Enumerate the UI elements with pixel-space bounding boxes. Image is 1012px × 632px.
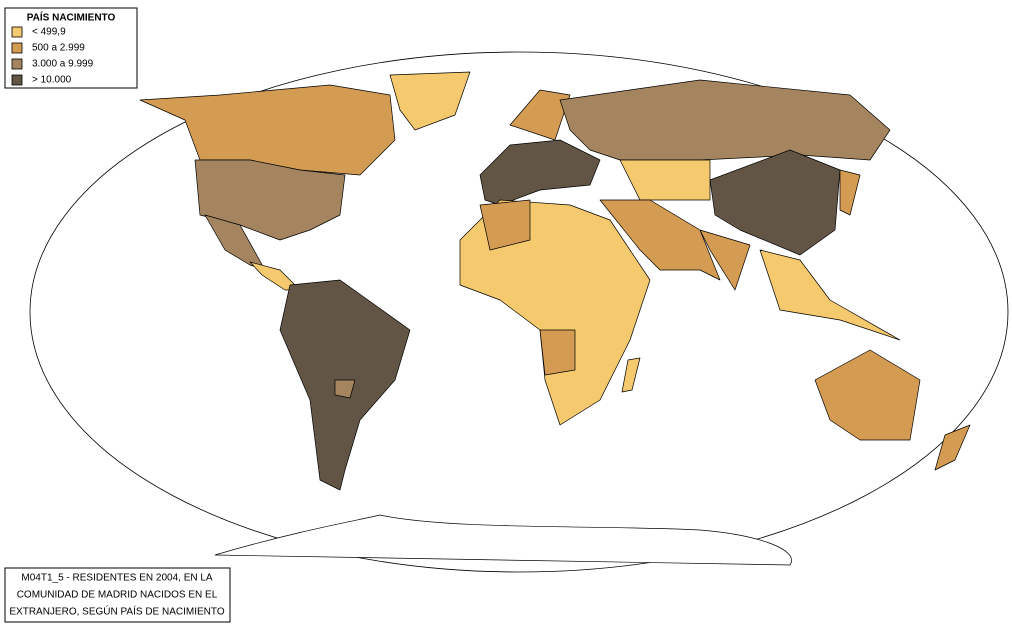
country bbox=[599, 199, 721, 281]
antarctica bbox=[214, 514, 792, 566]
legend-swatch bbox=[11, 74, 23, 86]
country bbox=[934, 424, 971, 471]
legend-label: > 10.000 bbox=[32, 75, 72, 86]
country bbox=[699, 229, 751, 291]
country bbox=[619, 159, 711, 201]
country bbox=[839, 169, 861, 216]
caption-line: M04T1_5 - RESIDENTES EN 2004, EN LA bbox=[21, 573, 213, 584]
country bbox=[709, 149, 841, 256]
legend-swatch bbox=[11, 26, 23, 38]
legend-label: 3.000 a 9.999 bbox=[32, 59, 94, 70]
legend-label: 500 a 2.999 bbox=[32, 43, 85, 54]
legend-swatch bbox=[11, 42, 23, 54]
country bbox=[621, 357, 641, 393]
legend-items: < 499,9 500 a 2.999 3.000 a 9.999 > 10.000 bbox=[11, 26, 94, 86]
caption: M04T1_5 - RESIDENTES EN 2004, EN LA COMUN… bbox=[9, 573, 224, 618]
country bbox=[334, 379, 356, 399]
legend-label: < 499,9 bbox=[32, 27, 66, 38]
country bbox=[479, 139, 601, 206]
country bbox=[389, 71, 471, 131]
countries bbox=[139, 71, 971, 566]
caption-box bbox=[4, 567, 231, 623]
globe-outline bbox=[29, 51, 1009, 573]
country bbox=[139, 84, 396, 176]
legend-swatch bbox=[11, 58, 23, 70]
country bbox=[509, 89, 571, 141]
country bbox=[759, 249, 901, 341]
caption-line: COMUNIDAD DE MADRID NACIDOS EN EL bbox=[17, 590, 218, 601]
country bbox=[479, 199, 531, 251]
caption-line: EXTRANJERO, SEGÚN PAÍS DE NACIMIENTO bbox=[9, 605, 224, 618]
country bbox=[539, 329, 576, 376]
legend-title: PAÍS NACIMIENTO bbox=[27, 11, 116, 24]
legend-box bbox=[4, 7, 138, 89]
country bbox=[459, 199, 651, 426]
country bbox=[814, 349, 921, 441]
